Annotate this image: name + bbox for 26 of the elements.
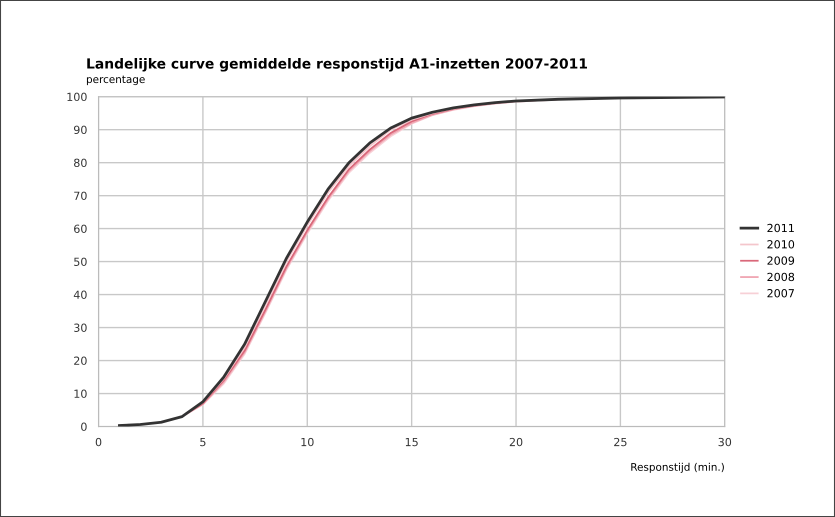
legend-label: 2011 xyxy=(767,224,794,232)
x-tick-label: 5 xyxy=(200,438,206,446)
y-tick-label: 100 xyxy=(67,92,87,102)
x-tick-label: 20 xyxy=(510,438,522,446)
y-tick-label: 70 xyxy=(74,192,87,200)
y-tick-label: 40 xyxy=(74,290,87,299)
y-tick-label: 30 xyxy=(74,324,87,332)
chart-title: Landelijke curve gemiddelde responstijd A1-inzetten 2007-2011 xyxy=(87,58,588,72)
legend-label: 2010 xyxy=(767,240,794,249)
y-tick-label: 50 xyxy=(74,258,87,266)
y-tick-label: 20 xyxy=(74,356,87,365)
legend-label: 2008 xyxy=(767,272,794,282)
legend-label: 2007 xyxy=(767,289,794,298)
x-tick-label: 10 xyxy=(301,438,314,446)
y-axis-title: percentage xyxy=(86,76,145,86)
legend-label: 2009 xyxy=(767,256,794,265)
y-tick-label: 60 xyxy=(74,224,87,233)
y-tick-label: 0 xyxy=(81,422,87,431)
y-tick-label: 80 xyxy=(74,158,87,168)
x-tick-label: 25 xyxy=(614,438,627,446)
x-axis-title: Responstijd (min.) xyxy=(631,462,724,473)
x-tick-label: 15 xyxy=(406,438,418,446)
x-tick-label: 0 xyxy=(96,438,102,446)
x-tick-label: 30 xyxy=(718,438,732,446)
y-tick-label: 10 xyxy=(74,390,87,398)
y-tick-label: 90 xyxy=(74,126,87,134)
